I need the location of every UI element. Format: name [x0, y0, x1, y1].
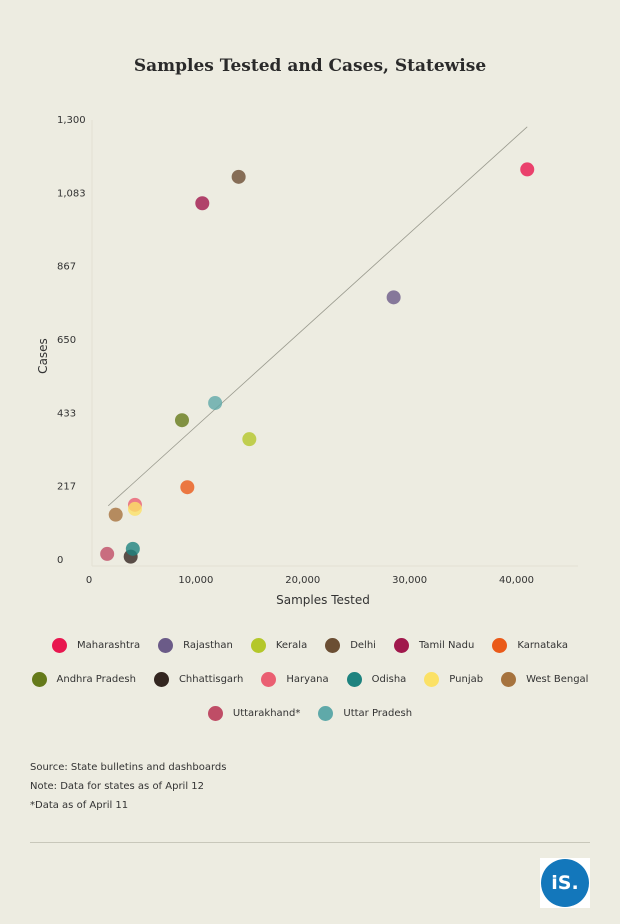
- y-tick-label: 0: [57, 555, 63, 566]
- legend-swatch: [51, 638, 67, 653]
- legend-item: Rajasthan: [158, 638, 233, 653]
- data-point: Punjab: [127, 501, 142, 516]
- legend-label: Tamil Nadu: [418, 640, 475, 651]
- legend-swatch: [250, 638, 266, 653]
- legend-item: Andhra Pradesh: [31, 672, 136, 687]
- legend-swatch: [325, 638, 341, 653]
- legend-item: Chhattisgarh: [153, 672, 244, 687]
- data-point: Uttarakhand*: [100, 546, 115, 561]
- footnotes: Source: State bulletins and dashboards N…: [30, 758, 226, 815]
- brand-logo[interactable]: iS.: [540, 858, 590, 908]
- legend-label: Rajasthan: [183, 640, 233, 651]
- legend-swatch: [31, 672, 47, 687]
- x-axis-title: Samples Tested: [276, 593, 370, 607]
- legend-item: Odisha: [346, 672, 407, 687]
- legend-label: Delhi: [350, 640, 376, 651]
- data-point: Delhi: [231, 169, 246, 184]
- data-point: West Bengal: [108, 507, 123, 522]
- points-layer: Maharashtra Rajasthan Kerala Delhi Tamil Nad…: [100, 162, 535, 564]
- x-tick-label: 0: [86, 575, 92, 586]
- data-point: Tamil Nadu: [195, 196, 210, 211]
- legend-item: Punjab: [424, 672, 483, 687]
- legend-label: Uttarakhand*: [232, 708, 301, 719]
- legend-swatch: [261, 672, 277, 687]
- legend-item: Uttar Pradesh: [318, 706, 412, 721]
- legend-item: Karnataka: [492, 638, 568, 653]
- trendline-layer: [107, 126, 528, 507]
- legend-item: West Bengal: [501, 672, 588, 687]
- legend-row: Andhra Pradesh Chhattisgarh Haryana Odisha P…: [0, 672, 620, 687]
- legend-swatch: [492, 638, 508, 653]
- y-tick-label: 1,083: [57, 188, 86, 199]
- legend-label: Kerala: [275, 640, 308, 651]
- y-axis-title: Cases: [36, 338, 50, 374]
- chart-title: Samples Tested and Cases, Statewise: [133, 56, 487, 76]
- data-point: Odisha: [125, 541, 140, 556]
- legend-label: Punjab: [449, 674, 484, 685]
- x-tick-label: 10,000: [178, 575, 213, 586]
- legend-label: Andhra Pradesh: [56, 674, 136, 685]
- x-tick-label: 20,000: [285, 575, 320, 586]
- legend-item: Tamil Nadu: [393, 638, 475, 653]
- legend-swatch: [393, 638, 409, 653]
- legend-label: Chhattisgarh: [178, 674, 244, 685]
- legend-swatch: [501, 672, 517, 687]
- data-date-note: Note: Data for states as of April 12: [30, 781, 205, 792]
- scatter-plot: Maharashtra Rajasthan Kerala Delhi Tamil Nad…: [36, 115, 578, 607]
- legend-label: West Bengal: [526, 674, 589, 685]
- legend-row: Maharashtra Rajasthan Kerala Delhi Tamil Nad…: [0, 638, 620, 653]
- data-point: Uttar Pradesh: [208, 395, 223, 410]
- legend-swatch: [207, 706, 223, 721]
- legend-label: Odisha: [371, 674, 407, 685]
- legend-swatch: [318, 706, 334, 721]
- source-note: Source: State bulletins and dashboards: [30, 762, 227, 773]
- legend-item: Delhi: [325, 638, 376, 653]
- y-tick-label: 217: [57, 482, 76, 493]
- divider: [30, 842, 590, 843]
- legend-item: Kerala: [250, 638, 308, 653]
- legend-item: Maharashtra: [51, 638, 141, 653]
- footnote: *Data as of April 11: [30, 800, 129, 811]
- legend-swatch: [346, 672, 362, 687]
- trendline: [107, 126, 528, 507]
- data-point: Karnataka: [180, 480, 195, 495]
- legend-row: Uttarakhand* Uttar Pradesh: [0, 706, 620, 721]
- x-tick-label: 30,000: [392, 575, 427, 586]
- y-tick-label: 867: [57, 262, 76, 273]
- legend-label: Maharashtra: [76, 640, 141, 651]
- y-tick-label: 1,300: [57, 115, 86, 126]
- plot-area: [91, 120, 578, 567]
- data-point: Andhra Pradesh: [174, 413, 189, 428]
- data-point: Rajasthan: [386, 290, 401, 305]
- x-tick-label: 40,000: [499, 575, 534, 586]
- y-tick-label: 433: [57, 408, 76, 419]
- legend-label: Uttar Pradesh: [343, 708, 413, 719]
- legend-label: Haryana: [286, 674, 329, 685]
- legend-label: Karnataka: [517, 640, 569, 651]
- y-tick-label: 650: [57, 335, 76, 346]
- legend-item: Haryana: [261, 672, 329, 687]
- logo-mark: iS.: [541, 859, 589, 907]
- legend-item: Uttarakhand*: [207, 706, 301, 721]
- data-point: Maharashtra: [520, 162, 535, 177]
- legend-swatch: [158, 638, 174, 653]
- axis-layer: 0 217 433 650 867 1,083 1,300 0 10,000 20,000 30,0…: [36, 115, 534, 607]
- data-point: Kerala: [242, 432, 257, 447]
- legend-swatch: [424, 672, 440, 687]
- legend-swatch: [153, 672, 169, 687]
